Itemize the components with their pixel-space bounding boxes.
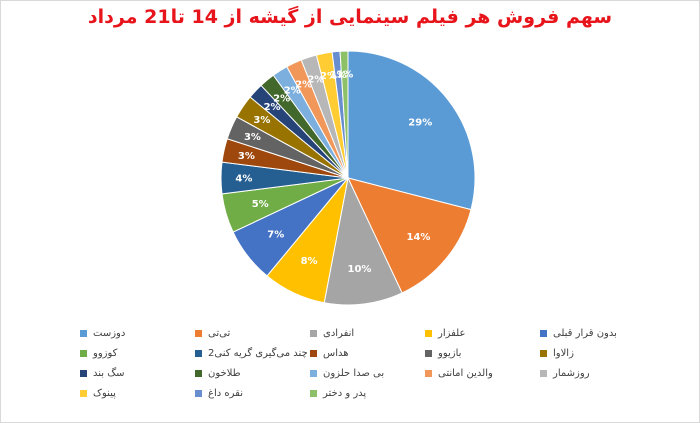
legend-item: بدون قرار قبلی bbox=[540, 326, 617, 340]
data-label-5: 7% bbox=[267, 230, 284, 241]
legend-swatch bbox=[540, 329, 547, 337]
legend-label: علفزار bbox=[438, 327, 466, 339]
legend-swatch bbox=[425, 349, 432, 357]
legend-item: نقره داغ bbox=[195, 386, 243, 400]
data-label-9: 3% bbox=[244, 132, 261, 143]
legend-item: بی صدا حلزون bbox=[310, 366, 384, 380]
legend-item: زالاوا bbox=[540, 346, 574, 360]
legend-item: دوزست bbox=[80, 326, 125, 340]
legend-swatch bbox=[540, 349, 547, 357]
legend-item: سگ بند bbox=[80, 366, 125, 380]
legend-label: بازیوو bbox=[438, 347, 462, 359]
legend-label: نقره داغ bbox=[208, 387, 243, 399]
legend-swatch bbox=[80, 369, 87, 377]
data-label-7: 4% bbox=[235, 174, 252, 185]
data-label-18: 1% bbox=[336, 69, 353, 80]
legend-item: پینوک bbox=[80, 386, 116, 400]
legend-swatch bbox=[540, 369, 547, 377]
legend-item: علفزار bbox=[425, 326, 465, 340]
legend-item: بازیوو bbox=[425, 346, 461, 360]
legend-item: پدر و دختر bbox=[310, 386, 366, 400]
legend-swatch bbox=[425, 369, 432, 377]
legend-swatch bbox=[310, 389, 317, 397]
data-label-6: 5% bbox=[252, 199, 269, 210]
data-label-12: 2% bbox=[273, 93, 290, 104]
legend-label: دوزست bbox=[93, 327, 126, 339]
pie-slice-3 bbox=[323, 176, 403, 306]
data-label-16: 2% bbox=[320, 71, 337, 82]
legend-item: کوزوو bbox=[80, 346, 117, 360]
legend-label: روزشمار bbox=[553, 367, 590, 379]
pie-slice-2 bbox=[347, 177, 472, 294]
data-label-8: 3% bbox=[238, 151, 255, 162]
data-label-13: 2% bbox=[284, 86, 301, 97]
legend-item: روزشمار bbox=[540, 366, 590, 380]
legend-label: پدر و دختر bbox=[323, 387, 367, 399]
data-label-4: 8% bbox=[301, 256, 318, 267]
legend-swatch bbox=[195, 369, 202, 377]
legend-swatch bbox=[425, 329, 432, 337]
legend-item: چند می‌گیری گریه کنی2 bbox=[195, 346, 308, 360]
legend-label: بی صدا حلزون bbox=[323, 367, 385, 379]
data-label-14: 2% bbox=[295, 79, 312, 90]
legend-label: طلاخون bbox=[208, 367, 241, 379]
legend-item: والدین امانتی bbox=[425, 366, 493, 380]
legend-swatch bbox=[80, 389, 87, 397]
legend-label: پینوک bbox=[93, 387, 116, 399]
pie-slice-1 bbox=[347, 50, 476, 211]
data-label-17: 1% bbox=[330, 70, 347, 81]
data-label-15: 2% bbox=[307, 74, 324, 85]
legend-label: والدین امانتی bbox=[438, 367, 493, 379]
legend-swatch bbox=[310, 369, 317, 377]
legend-item: تی‌تی bbox=[195, 326, 230, 340]
legend-swatch bbox=[195, 389, 202, 397]
legend-swatch bbox=[310, 349, 317, 357]
legend-swatch bbox=[80, 349, 87, 357]
legend-label: سگ بند bbox=[93, 367, 125, 379]
legend-swatch bbox=[195, 329, 202, 337]
data-label-10: 3% bbox=[253, 115, 270, 126]
legend-item: هداس bbox=[310, 346, 349, 360]
legend-label: هداس bbox=[323, 347, 349, 359]
pie-slice-18 bbox=[339, 50, 349, 179]
legend-label: چند می‌گیری گریه کنی2 bbox=[208, 347, 308, 359]
legend-label: زالاوا bbox=[553, 347, 574, 359]
legend-swatch bbox=[80, 329, 87, 337]
data-label-2: 14% bbox=[406, 232, 430, 243]
chart-title: سهم فروش هر فیلم سینمایی از گیشه از 14 ت… bbox=[87, 6, 613, 28]
legend-item: طلاخون bbox=[195, 366, 241, 380]
legend-label: کوزوو bbox=[93, 347, 118, 359]
legend-swatch bbox=[195, 349, 202, 357]
legend-label: انفرادی bbox=[323, 327, 355, 339]
legend-label: بدون قرار قبلی bbox=[553, 327, 617, 339]
data-label-1: 29% bbox=[408, 117, 432, 128]
legend-label: تی‌تی bbox=[208, 327, 231, 339]
legend-swatch bbox=[310, 329, 317, 337]
legend-item: انفرادی bbox=[310, 326, 354, 340]
data-label-11: 2% bbox=[264, 102, 281, 113]
data-label-3: 10% bbox=[347, 264, 371, 275]
